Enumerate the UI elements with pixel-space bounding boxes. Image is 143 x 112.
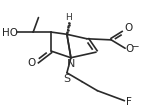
Text: O: O <box>124 22 133 32</box>
Text: O: O <box>126 44 134 54</box>
Text: H: H <box>65 13 72 22</box>
Text: N: N <box>67 59 76 69</box>
Text: −: − <box>131 41 139 50</box>
Text: F: F <box>126 96 132 106</box>
Text: HO: HO <box>2 28 18 38</box>
Text: S: S <box>63 74 70 84</box>
Text: O: O <box>27 58 35 68</box>
